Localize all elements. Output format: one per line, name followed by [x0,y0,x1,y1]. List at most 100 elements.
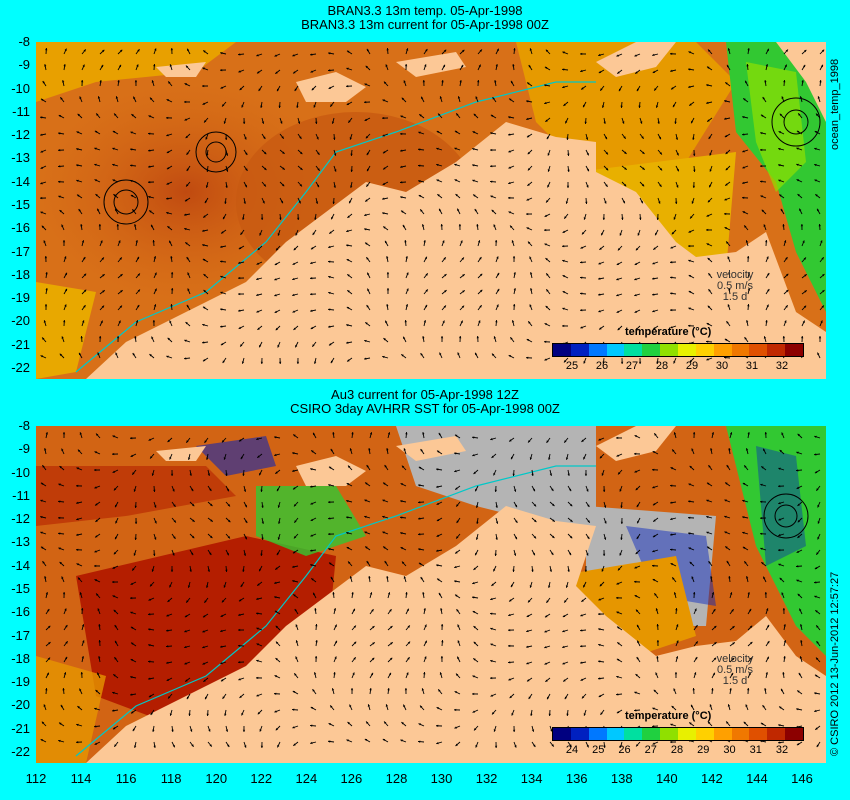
current-arrow-head [244,184,247,188]
current-arrow-head [670,261,673,264]
current-arrow-head [274,294,277,297]
colorbar-tick: 25 [565,360,579,372]
current-arrow-head [490,114,494,118]
current-arrow-head [564,440,567,443]
current-arrow-head [544,630,547,633]
current-arrow-head [294,608,297,612]
current-arrow-head [94,564,97,568]
current-arrow-head [169,240,172,244]
current-arrow-head [799,656,803,659]
current-arrow-head [547,184,550,188]
current-arrow-head [598,598,601,601]
current-arrow-head [372,642,375,645]
current-arrow-head [656,624,659,627]
current-arrow-head [455,594,458,597]
current-arrow-head [580,69,583,73]
current-arrow-head [95,194,98,197]
current-arrow-head [544,645,547,649]
current-arrow-head [742,482,746,486]
colorbar-swatch [678,728,696,740]
current-arrow-head [562,51,565,54]
current-arrow-head [331,121,335,124]
colorbar-swatch [642,728,661,740]
current-arrow-head [544,615,548,618]
current-arrow-head [624,151,627,154]
current-arrow-head [79,432,82,435]
current-arrow-head [688,324,691,328]
current-arrow-head [148,132,151,135]
current-arrow-head [40,196,43,200]
current-arrow-head [634,278,637,281]
current-arrow-head [364,499,367,502]
current-arrow-head [743,98,746,101]
current-arrow-head [817,352,820,356]
current-arrow-head [508,211,511,214]
current-arrow-head [444,290,447,293]
current-arrow-head [310,247,314,250]
current-arrow-head [796,565,799,568]
current-arrow-head [494,489,497,492]
current-arrow-head [546,136,550,140]
current-arrow-head [346,307,350,310]
current-arrow-head [83,256,86,260]
current-arrow-head [618,88,622,92]
current-arrow-head [641,136,644,139]
current-arrow-head [225,729,229,732]
current-arrow-head [418,562,422,566]
current-arrow-head [491,209,495,213]
current-arrow-head [601,232,604,236]
current-arrow-head [245,152,248,156]
current-arrow-head [220,51,223,55]
current-arrow-head [670,326,673,329]
current-arrow-head [707,199,711,203]
current-arrow-head [796,742,800,746]
current-arrow-head [490,597,493,601]
velocity-speed: 0.5 m/s [716,280,754,292]
current-arrow-head [526,117,529,121]
current-arrow-head [171,729,174,732]
current-arrow-head [670,563,674,566]
current-arrow-head [261,505,264,508]
current-arrow-head [569,744,572,747]
current-arrow-head [652,486,655,489]
current-arrow-head [546,200,549,203]
current-arrow-head [94,742,98,745]
current-arrow-head [47,625,51,629]
current-arrow-head [245,520,248,524]
current-arrow-head [220,308,223,311]
colorbar-swatch [588,728,607,740]
current-arrow-head [418,548,421,551]
current-arrow-head [797,503,800,506]
current-arrow-head [293,743,296,746]
current-arrow-head [365,242,368,245]
current-arrow-head [387,688,390,691]
current-arrow-head [166,614,169,617]
current-arrow-head [585,137,589,140]
current-arrow-head [151,224,154,228]
current-arrow-head [114,624,117,628]
current-arrow-head [328,547,331,551]
current-arrow-head [459,80,462,83]
current-arrow-head [745,240,749,243]
current-arrow-head [527,183,530,186]
current-arrow-head [473,567,476,570]
current-arrow-head [707,305,711,309]
colorbar-tick: 28 [670,744,684,756]
velocity-speed: 0.5 m/s [716,664,754,676]
current-arrow-head [382,355,385,359]
current-arrow-head [166,134,169,137]
current-arrow-head [202,630,205,633]
current-arrow-head [418,195,422,198]
bottom-map-panel [36,426,826,763]
current-arrow-head [442,320,445,323]
current-arrow-head [386,576,389,579]
current-arrow-head [514,504,518,508]
current-arrow-head [511,320,515,323]
colorbar-tick: 27 [644,744,657,756]
current-arrow-head [436,147,439,151]
current-arrow-head [622,121,625,124]
current-arrow-head [814,709,817,713]
bottom-colorbar-title: temperature (°C) [625,710,712,722]
current-arrow-head [676,624,679,627]
current-arrow-head [742,531,745,535]
